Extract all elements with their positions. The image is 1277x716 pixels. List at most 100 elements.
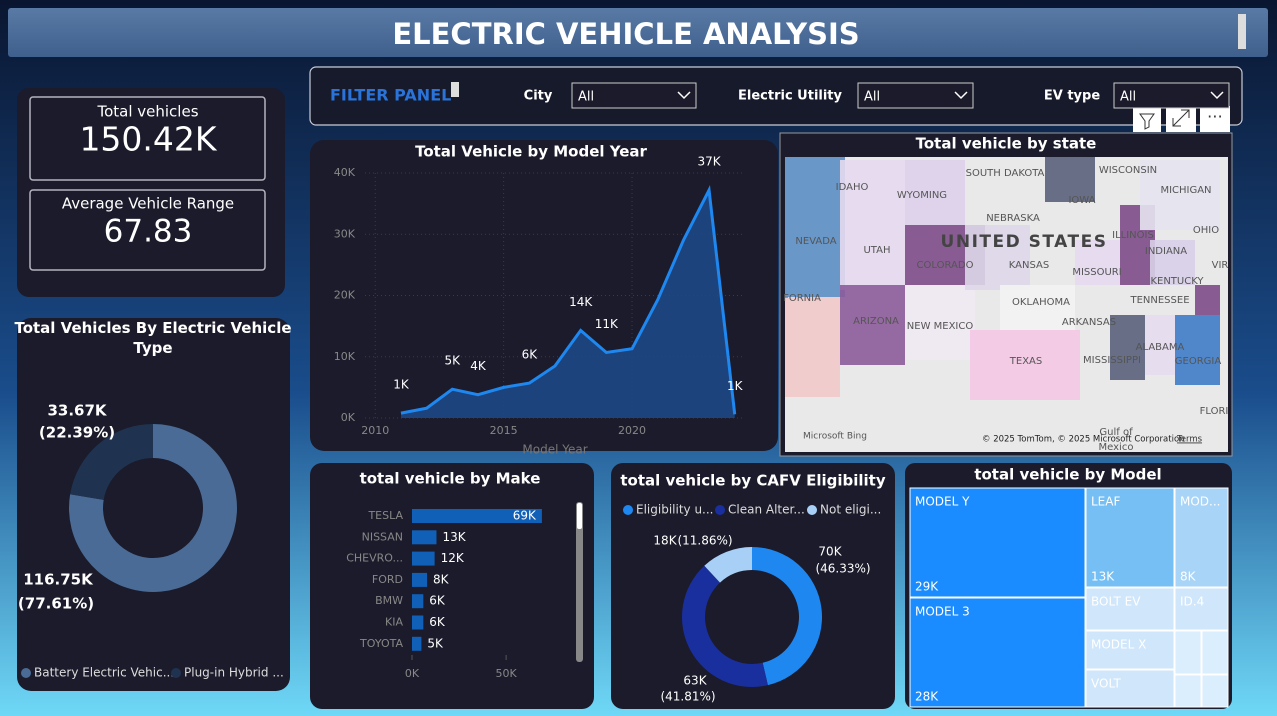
filter-panel [309,66,1243,126]
scrollbar-track[interactable] [576,502,583,662]
donut-segment [69,424,238,593]
chart-title: total vehicle by Make [360,470,541,488]
data-label: 13K [442,530,466,544]
legend-swatch [807,505,817,515]
treemap-label: MOD... [1180,495,1220,509]
kpi-value: 150.42K [79,120,217,159]
legend-swatch [715,505,725,515]
data-label: 1K [727,379,744,393]
treemap-cell [1174,487,1229,588]
dropdown-value: All [578,90,594,105]
map-region [1000,285,1075,330]
chart-title: total vehicle by CAFV Eligibility [620,472,886,490]
y-tick-label: CHEVRO... [346,552,403,565]
map-region [1150,240,1195,285]
donut-segment [70,424,153,500]
map-label: UTAH [863,245,890,256]
data-label: 5K [445,354,462,368]
dropdown-value: All [864,90,880,105]
map-label: MICHIGAN [1160,185,1211,196]
legend-swatch [171,668,181,678]
kpi-card [29,96,266,181]
map-label: WISCONSIN [1099,165,1157,176]
map-region [1195,285,1220,315]
bar [412,572,428,587]
map-label: IDAHO [836,182,869,193]
data-label: 6K [429,615,446,629]
map-region [970,330,1080,400]
map-label: COLORADO [917,260,974,271]
treemap-cell-other [1174,630,1202,675]
treemap-label: MODEL 3 [915,605,970,619]
map-region [840,285,905,365]
dropdown-value: All [1120,90,1136,105]
map-terms[interactable]: Terms [1176,435,1203,445]
data-label: 8K [433,572,450,586]
title-line: Type [133,339,172,357]
data-label: 6K [429,594,446,608]
map-label: NEVADA [795,236,836,247]
dropdown[interactable] [857,82,974,109]
treemap-label: LEAF [1091,495,1120,509]
map-label: OHIO [1193,225,1219,236]
map-region [1110,315,1145,380]
y-tick-label: NISSAN [362,530,403,543]
map-label: ILLINOIS [1112,230,1154,241]
map-label: Mexico [1099,442,1134,453]
more-icon[interactable] [1200,106,1230,132]
filter-title: FILTER PANEL [330,86,451,105]
legend-swatch [21,668,31,678]
treemap-cell-other [1201,630,1229,675]
y-tick-label: 0K [341,411,356,424]
legend-label: Clean Alter... [728,503,805,517]
kpi-label: Average Vehicle Range [62,195,234,213]
y-tick-label: FORD [372,573,403,586]
filter-label: EV type [1044,89,1100,104]
y-tick-label: TESLA [367,509,403,522]
scrollbar-thumb[interactable] [577,503,582,529]
map-attribution: © 2025 TomTom, © 2025 Microsoft Corporat… [982,435,1185,445]
title-line: Total Vehicles By Electric Vehicle [14,319,291,337]
map-title: Total vehicle by state [916,135,1097,153]
panel [17,318,290,691]
data-label: 70K [818,545,842,559]
data-label: (46.33%) [815,562,870,576]
data-label: 33.67K [47,402,107,420]
filter-icon-glyph [1139,113,1155,130]
panel [611,463,895,709]
x-axis-title: Model Year [522,443,587,457]
map-label: FLORI [1200,406,1229,417]
header-title: ELECTRIC VEHICLE ANALYSIS [392,17,859,51]
x-tick-label: 50K [496,667,518,680]
treemap-label: MODEL X [1091,638,1146,652]
data-label: 13K [1091,570,1115,584]
kpi-value: 67.83 [104,214,193,250]
map-label: MISSISSIPPI [1083,355,1141,366]
map-label: MISSOURI [1072,267,1121,278]
treemap-cell [1174,587,1229,631]
map-label: TENNESSEE [1129,295,1189,306]
map-region [1045,157,1095,202]
dropdown[interactable] [1113,82,1230,109]
map-label: IOWA [1068,195,1095,206]
treemap-cell [909,597,1086,708]
dropdown[interactable] [571,82,697,109]
data-label: 63K [683,674,707,688]
data-label: 5K [427,636,444,650]
map-label: UNITED STATES [941,232,1108,252]
map-label: TEXAS [1009,356,1042,367]
y-tick-label: 10K [334,350,356,363]
map-region [1075,240,1120,285]
focus-icon-glyph [1172,109,1190,127]
filter-marker [451,82,459,97]
map-region [785,157,845,297]
treemap-label: BOLT EV [1091,595,1141,609]
map-label: INDIANA [1145,246,1187,257]
map-region [905,285,975,360]
chart-title: Total Vehicles By Electric Vehicle Type [14,319,291,357]
map-label: WYOMING [897,190,947,201]
visual-header-icons: ⋯ [1133,106,1230,132]
legend-label: Eligibility u... [636,503,714,517]
treemap-cell [1085,669,1175,708]
